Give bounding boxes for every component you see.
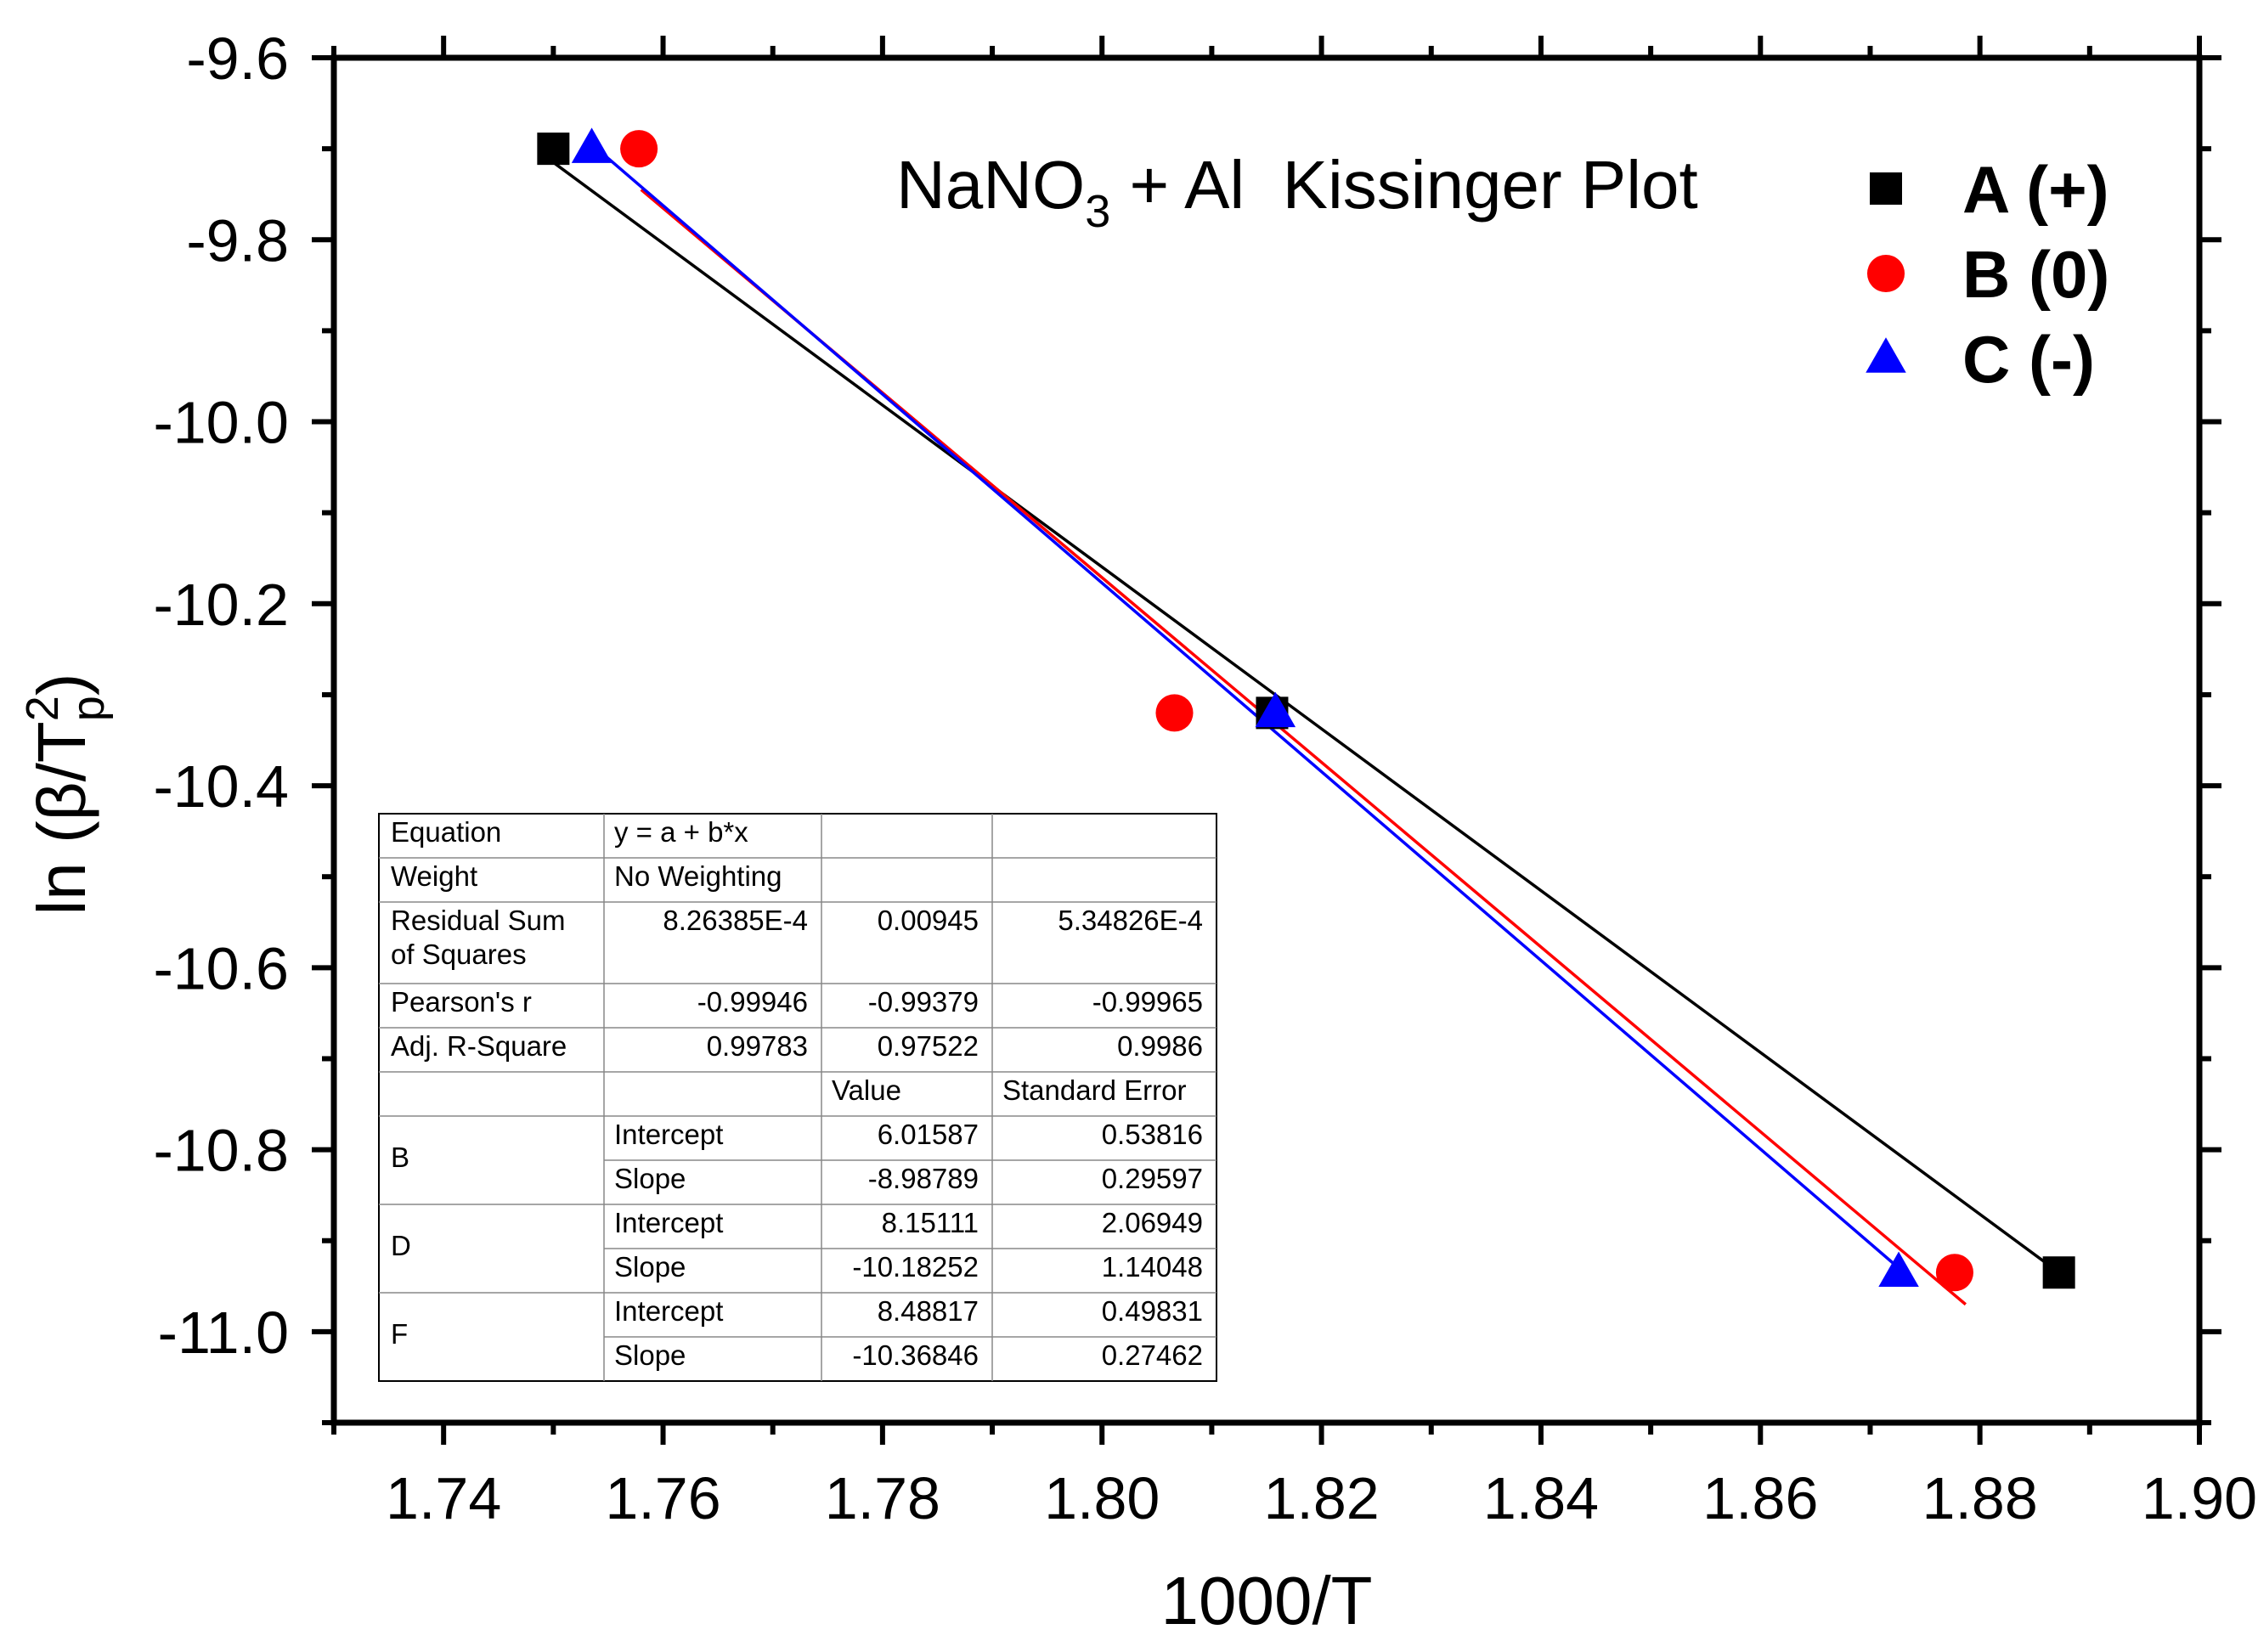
y-tick-label: -9.8 — [186, 207, 289, 273]
data-point-circle — [1935, 1254, 1973, 1292]
table-cell: No Weighting — [614, 860, 782, 892]
table-cell: -0.99965 — [1092, 986, 1203, 1018]
x-axis-title: 1000/T — [1160, 1563, 1372, 1638]
table-cell: Equation — [391, 816, 501, 848]
legend: A (+) B (0) C (-) — [1866, 152, 2109, 397]
data-point-square — [2042, 1256, 2075, 1289]
table-cell: Slope — [614, 1251, 686, 1283]
y-axis-ticks: -9.6 -9.8 -10.0 -10.2 -10.4 -10.6 -10.8 -11.0 — [153, 25, 2221, 1425]
table-cell: 0.00945 — [878, 905, 979, 936]
x-tick-label: 1.78 — [825, 1465, 940, 1531]
y-tick-label: -9.6 — [186, 25, 289, 92]
table-border — [378, 813, 1217, 1382]
x-tick-label: 1.90 — [2142, 1465, 2257, 1531]
data-point-triangle — [571, 127, 612, 163]
plot-title: NaNO3 + Al Kissinger Plot — [896, 147, 1698, 237]
y-axis-title: ln (β/T2p) — [17, 674, 114, 916]
table-cell: -0.99946 — [697, 986, 808, 1018]
plot-title-subscript: 3 — [1085, 186, 1110, 237]
table-cell: B — [391, 1142, 409, 1173]
y-tick-label: -11.0 — [158, 1300, 289, 1366]
table-cell: 0.99783 — [707, 1030, 808, 1062]
table-cell: 0.27462 — [1102, 1339, 1203, 1371]
table-cell: D — [391, 1230, 411, 1261]
table-cell: -10.36846 — [852, 1339, 979, 1371]
x-tick-label: 1.88 — [1922, 1465, 2038, 1531]
plot-title-rest: + Al Kissinger Plot — [1110, 147, 1697, 223]
data-point-triangle — [1878, 1251, 1919, 1287]
x-tick-label: 1.74 — [386, 1465, 501, 1531]
table-cell: 6.01587 — [878, 1119, 979, 1150]
y-axis-title-subscript: p — [63, 696, 114, 721]
table-cell: Slope — [614, 1163, 686, 1194]
table-cell: 0.97522 — [878, 1030, 979, 1062]
legend-label: C (-) — [1962, 322, 2095, 397]
y-tick-label: -10.0 — [153, 390, 289, 456]
data-point-square — [537, 132, 570, 166]
table-cell: 2.06949 — [1102, 1207, 1203, 1238]
x-tick-label: 1.76 — [605, 1465, 720, 1531]
y-tick-label: -10.6 — [153, 935, 289, 1001]
table-cell-line: Residual Sum — [391, 905, 565, 936]
x-tick-label: 1.82 — [1263, 1465, 1379, 1531]
legend-label: A (+) — [1962, 152, 2109, 227]
table-cell: -8.98789 — [868, 1163, 979, 1194]
data-point-circle — [620, 130, 658, 168]
y-tick-label: -10.2 — [153, 572, 289, 638]
data-point-circle — [1155, 694, 1194, 732]
fit-line-triangle — [590, 143, 1900, 1270]
table-cell: Intercept — [614, 1207, 723, 1238]
table-cell: Adj. R-Square — [391, 1030, 567, 1062]
y-tick-label: -10.4 — [153, 753, 289, 820]
table-cell: Standard Error — [1002, 1074, 1186, 1106]
y-axis-title-superscript: 2 — [17, 696, 68, 721]
table-cell: Slope — [614, 1339, 686, 1371]
data-markers — [537, 127, 2075, 1292]
table-cell: 0.53816 — [1102, 1119, 1203, 1150]
table-cell: 8.48817 — [878, 1295, 979, 1327]
table-cell-line: of Squares — [391, 939, 527, 970]
data-point-triangle — [1255, 691, 1296, 728]
table-cell: Intercept — [614, 1119, 723, 1150]
table-cell: 5.34826E-4 — [1058, 905, 1203, 936]
table-cell: F — [391, 1318, 408, 1350]
plot-frame — [330, 54, 2203, 1426]
table-cell: y = a + b*x — [614, 816, 748, 848]
x-tick-label: 1.84 — [1483, 1465, 1599, 1531]
legend-symbol-triangle — [1866, 337, 1906, 373]
table-cell: -0.99379 — [868, 986, 979, 1018]
table-cell: 0.49831 — [1102, 1295, 1203, 1327]
y-tick-label: -10.8 — [153, 1118, 289, 1184]
table-cell: 0.29597 — [1102, 1163, 1203, 1194]
x-tick-label: 1.80 — [1044, 1465, 1160, 1531]
table-cell: Weight — [391, 860, 477, 892]
table-cell: Pearson's r — [391, 986, 532, 1018]
x-tick-label: 1.86 — [1702, 1465, 1818, 1531]
table-cell: 0.9986 — [1117, 1030, 1203, 1062]
legend-symbol-circle — [1866, 254, 1905, 293]
x-axis-ticks: 1.74 1.76 1.78 1.80 1.82 1.84 1.86 1.88 1.90 — [331, 36, 2257, 1531]
table-cell: Value — [832, 1074, 901, 1106]
fit-statistics-table: Equation y = a + b*x Weight No Weighting Res… — [378, 813, 1217, 1382]
y-axis-title-close: ) — [24, 674, 99, 696]
table-cell: 8.15111 — [882, 1207, 979, 1238]
table-cell: 1.14048 — [1102, 1251, 1203, 1283]
legend-label: B (0) — [1962, 237, 2109, 312]
table-cell: Residual Sum of Squares — [391, 905, 565, 970]
plot-title-base: NaNO — [896, 147, 1085, 223]
fit-lines — [552, 143, 2060, 1306]
table-cell: 8.26385E-4 — [663, 905, 808, 936]
fit-line-square — [552, 161, 2060, 1274]
legend-symbol-square — [1870, 172, 1902, 205]
y-axis-title-main: ln (β/T — [24, 721, 99, 915]
table-cell: -10.18252 — [852, 1251, 979, 1283]
table-cell: Intercept — [614, 1295, 723, 1327]
